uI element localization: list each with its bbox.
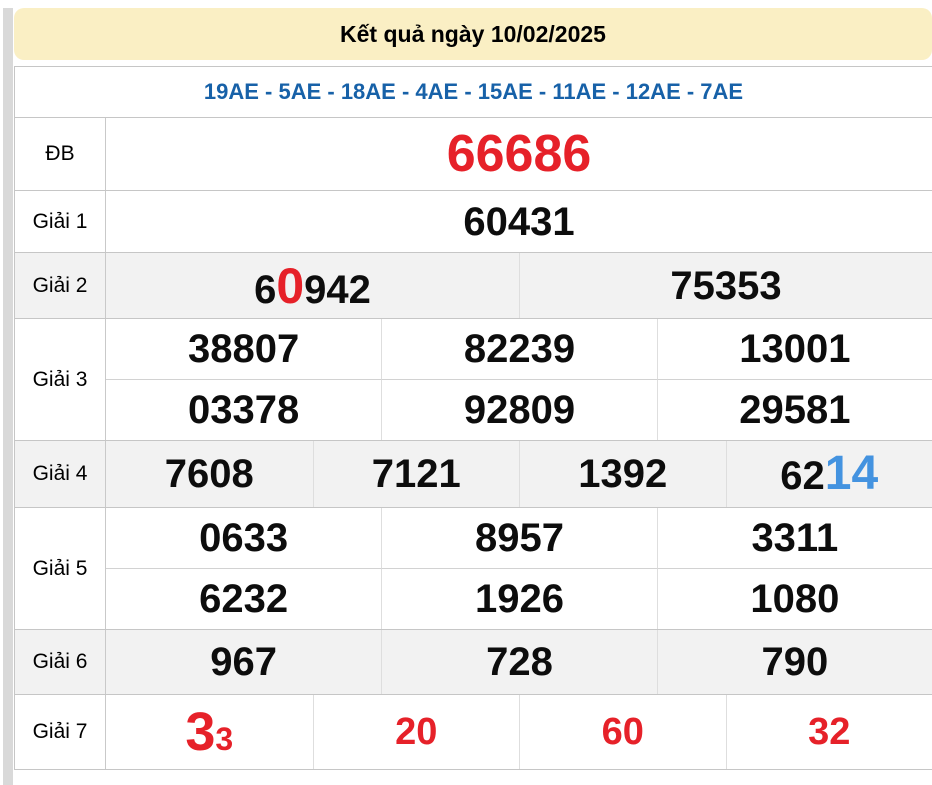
prize-value-g7-1: 33 [185, 705, 233, 759]
prize-label-g2: Giải 2 [15, 253, 106, 318]
prize-value-g2-2: 75353 [670, 266, 781, 306]
prize-value-g3-3: 13001 [739, 329, 850, 369]
prize-value-g5-1: 0633 [199, 518, 288, 558]
prize-cell: 728 [381, 630, 656, 694]
prize-cell: 790 [657, 630, 932, 694]
prize-value-g5-4: 6232 [199, 579, 288, 619]
prize-cell: 967 [106, 630, 381, 694]
prize-value-g6-3: 790 [761, 642, 828, 682]
lottery-results-panel: Kết quả ngày 10/02/2025 19AE - 5AE - 18A… [14, 8, 932, 770]
prize-row-g1: Giải 1 60431 [15, 190, 932, 252]
prize-value-g7-2: 20 [395, 713, 437, 751]
digit-group: 3 [215, 721, 233, 757]
prize-cell: 20 [313, 695, 520, 769]
prize-cell: 03378 [106, 379, 381, 440]
prize-value-g4-1: 7608 [165, 454, 254, 494]
emphasized-digit: 3 [185, 702, 215, 762]
page-left-scroll-strip [3, 8, 13, 785]
prize-cell: 1926 [381, 568, 656, 629]
prize-label-g4: Giải 4 [15, 441, 106, 507]
results-date-title: Kết quả ngày 10/02/2025 [340, 21, 606, 48]
prize-cell: 33 [106, 695, 313, 769]
prize-label-g3: Giải 3 [15, 319, 106, 440]
prize-cell: 6214 [726, 441, 932, 507]
prize-cell: 38807 [106, 319, 381, 379]
prize-row-g2: Giải 2 60942 75353 [15, 252, 932, 318]
prize-label-db: ĐB [15, 118, 106, 190]
prize-row-db: ĐB 66686 [15, 117, 932, 190]
prize-value-g6-2: 728 [486, 642, 553, 682]
prize-row-g4: Giải 4 7608 7121 1392 6214 [15, 440, 932, 507]
digit-group: 6 [254, 268, 276, 312]
prize-cell: 82239 [381, 319, 656, 379]
prize-cell: 0633 [106, 508, 381, 568]
prize-label-g5: Giải 5 [15, 508, 106, 629]
prize-label-g6: Giải 6 [15, 630, 106, 694]
prize-cell: 60942 [106, 253, 519, 318]
prize-row-g5: Giải 5 0633 8957 3311 6232 1926 1080 [15, 507, 932, 629]
results-date-banner: Kết quả ngày 10/02/2025 [14, 8, 932, 60]
prize-cell: 1080 [657, 568, 932, 629]
prize-cell: 8957 [381, 508, 656, 568]
digit-group: 62 [780, 454, 825, 498]
prize-cell: 7121 [313, 441, 520, 507]
prize-value-g3-2: 82239 [464, 329, 575, 369]
highlighted-digits: 14 [825, 447, 878, 500]
prize-label-g1: Giải 1 [15, 191, 106, 252]
prize-cell: 1392 [519, 441, 726, 507]
prize-cell: 32 [726, 695, 932, 769]
prize-value-g5-6: 1080 [750, 579, 839, 619]
prize-value-db: 66686 [447, 128, 592, 180]
prize-value-g7-4: 32 [808, 713, 850, 751]
prize-value-g3-4: 03378 [188, 390, 299, 430]
prize-cell: 6232 [106, 568, 381, 629]
prize-value-g5-3: 3311 [751, 518, 838, 558]
ae-summary-row: 19AE - 5AE - 18AE - 4AE - 15AE - 11AE - … [15, 67, 932, 117]
prize-cell: 7608 [106, 441, 313, 507]
prize-cell: 29581 [657, 379, 932, 440]
prize-value-g6-1: 967 [210, 642, 277, 682]
prize-value-g4-4: 6214 [780, 450, 878, 498]
prize-value-g4-3: 1392 [578, 454, 667, 494]
prize-value-g2-1: 60942 [254, 261, 371, 311]
ae-summary-text: 19AE - 5AE - 18AE - 4AE - 15AE - 11AE - … [204, 79, 743, 105]
prize-label-g7: Giải 7 [15, 695, 106, 769]
prize-value-g7-3: 60 [602, 713, 644, 751]
prize-row-g6: Giải 6 967 728 790 [15, 629, 932, 694]
prize-cell: 60431 [106, 191, 932, 252]
prize-value-g5-2: 8957 [475, 518, 564, 558]
highlighted-digit: 0 [276, 258, 304, 314]
prize-value-g5-5: 1926 [475, 579, 564, 619]
prize-cell: 13001 [657, 319, 932, 379]
results-table: 19AE - 5AE - 18AE - 4AE - 15AE - 11AE - … [14, 66, 932, 770]
prize-value-g4-2: 7121 [372, 454, 461, 494]
prize-row-g7: Giải 7 33 20 60 32 [15, 694, 932, 769]
prize-cell: 92809 [381, 379, 656, 440]
prize-row-g3: Giải 3 38807 82239 13001 03378 92809 295… [15, 318, 932, 440]
prize-value-g3-5: 92809 [464, 390, 575, 430]
prize-cell: 75353 [519, 253, 932, 318]
prize-cell: 3311 [657, 508, 932, 568]
prize-value-g1: 60431 [463, 202, 574, 242]
prize-cell: 60 [519, 695, 726, 769]
prize-value-g3-6: 29581 [739, 390, 850, 430]
prize-value-g3-1: 38807 [188, 329, 299, 369]
prize-cell: 66686 [106, 118, 932, 190]
digit-group: 942 [304, 268, 371, 312]
